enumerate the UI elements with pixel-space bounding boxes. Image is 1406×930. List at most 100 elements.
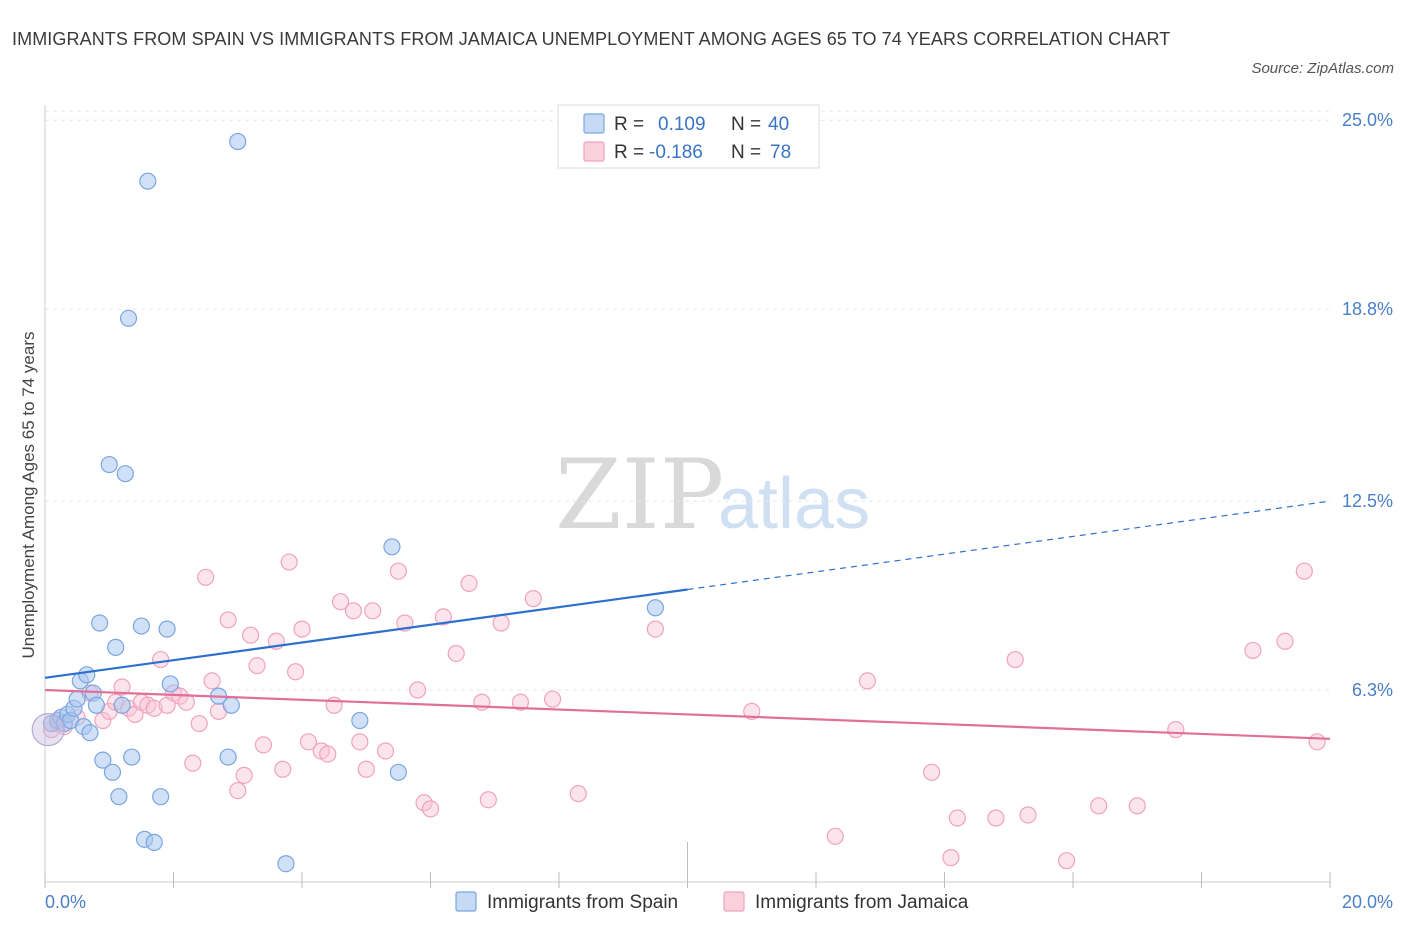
spain-point xyxy=(145,833,163,851)
watermark: ZIP atlas xyxy=(555,439,870,551)
jamaica-point xyxy=(923,763,941,781)
jamaica-point xyxy=(646,620,664,638)
jamaica-point xyxy=(319,745,337,763)
legend-spain-r-value: 0.109 xyxy=(658,114,706,135)
jamaica-point xyxy=(1128,797,1146,815)
spain-trend-extension xyxy=(687,500,1331,591)
correlation-legend: R = 0.109 N = 40 R = -0.186 N = 78 xyxy=(557,104,820,169)
legend-jamaica-swatch xyxy=(583,141,605,162)
jamaica-point xyxy=(197,568,215,586)
bottom-legend-jamaica-label: Immigrants from Jamaica xyxy=(755,892,969,913)
jamaica-point xyxy=(743,702,761,720)
legend-spain-n-label: N = xyxy=(731,114,761,135)
jamaica-point xyxy=(1019,806,1037,824)
jamaica-point xyxy=(325,696,343,714)
trend-lines xyxy=(44,500,1331,740)
jamaica-point xyxy=(152,650,170,669)
legend-jamaica-n-label: N = xyxy=(731,142,761,163)
jamaica-point xyxy=(357,760,375,778)
spain-point xyxy=(646,599,664,617)
spain-point xyxy=(219,748,237,766)
legend-jamaica-n-value: 78 xyxy=(770,142,791,163)
x-tick-label-max: 20.0% xyxy=(1342,892,1393,912)
spain-point xyxy=(389,763,407,781)
jamaica-point xyxy=(858,672,877,690)
jamaica-point xyxy=(1057,852,1076,870)
jamaica-point xyxy=(145,699,163,717)
jamaica-point xyxy=(826,827,844,845)
y-tick-label: 18.8% xyxy=(1342,299,1393,319)
spain-point xyxy=(116,465,134,483)
jamaica-point xyxy=(242,626,260,644)
tick-labels: 6.3% 12.5% 18.8% 25.0% 0.0% 20.0% xyxy=(45,110,1393,912)
jamaica-point xyxy=(1090,797,1108,815)
spain-point xyxy=(87,696,106,714)
jamaica-point xyxy=(344,602,362,620)
jamaica-point xyxy=(177,693,195,711)
jamaica-point xyxy=(1276,632,1294,650)
spain-point xyxy=(277,855,295,873)
spain-point xyxy=(383,538,401,556)
jamaica-point xyxy=(569,785,587,803)
spain-point xyxy=(161,675,179,693)
chart-title: IMMIGRANTS FROM SPAIN VS IMMIGRANTS FROM… xyxy=(12,29,1171,49)
jamaica-point xyxy=(299,733,318,751)
jamaica-point xyxy=(113,678,131,696)
jamaica-point xyxy=(1006,650,1024,669)
legend-spain-n-value: 40 xyxy=(768,114,789,135)
jamaica-point xyxy=(248,657,266,675)
spain-point xyxy=(132,617,150,635)
y-axis-label: Unemployment Among Ages 65 to 74 years xyxy=(19,332,38,659)
jamaica-point xyxy=(987,809,1005,827)
spain-point xyxy=(158,620,176,638)
jamaica-point xyxy=(1167,721,1185,739)
jamaica-point xyxy=(184,754,202,772)
gridlines xyxy=(45,110,1330,691)
jamaica-point xyxy=(948,809,966,827)
spain-point xyxy=(152,788,170,806)
spain-point xyxy=(107,638,125,656)
bottom-legend-spain-swatch xyxy=(455,891,477,912)
jamaica-point xyxy=(235,766,253,784)
bottom-legend-jamaica-swatch xyxy=(723,891,745,912)
legend-spain-r-label: R = xyxy=(614,114,644,135)
spain-point xyxy=(100,455,118,474)
axes xyxy=(44,105,1331,888)
x-tick-label-min: 0.0% xyxy=(45,892,86,912)
spain-point xyxy=(78,666,96,684)
jamaica-point xyxy=(421,800,440,818)
jamaica-point xyxy=(447,644,465,663)
jamaica-point xyxy=(274,760,292,778)
jamaica-point xyxy=(351,733,369,751)
spain-points xyxy=(31,132,664,873)
jamaica-point xyxy=(376,742,395,760)
jamaica-point xyxy=(434,608,452,626)
jamaica-point xyxy=(254,736,273,754)
spain-trend-line xyxy=(44,588,688,679)
jamaica-point xyxy=(280,553,298,571)
jamaica-point xyxy=(1244,641,1262,660)
watermark-atlas: atlas xyxy=(718,464,870,544)
spain-point xyxy=(103,763,122,781)
jamaica-point xyxy=(229,781,247,800)
spain-point xyxy=(110,788,128,806)
spain-point xyxy=(91,614,109,632)
spain-point xyxy=(113,696,131,714)
jamaica-point xyxy=(543,690,562,708)
jamaica-point xyxy=(460,574,478,592)
y-tick-label: 12.5% xyxy=(1342,491,1393,511)
jamaica-point xyxy=(331,593,350,611)
jamaica-point xyxy=(524,590,542,608)
legend-spain-swatch xyxy=(583,113,605,134)
jamaica-point xyxy=(94,711,112,730)
y-tick-label: 6.3% xyxy=(1352,680,1393,700)
spain-point xyxy=(123,748,141,766)
spain-point xyxy=(94,751,112,769)
jamaica-point xyxy=(219,611,237,629)
jamaica-point xyxy=(286,663,305,681)
jamaica-point xyxy=(203,672,221,690)
jamaica-point xyxy=(1295,562,1313,580)
jamaica-point xyxy=(190,714,208,733)
jamaica-point xyxy=(364,602,382,620)
